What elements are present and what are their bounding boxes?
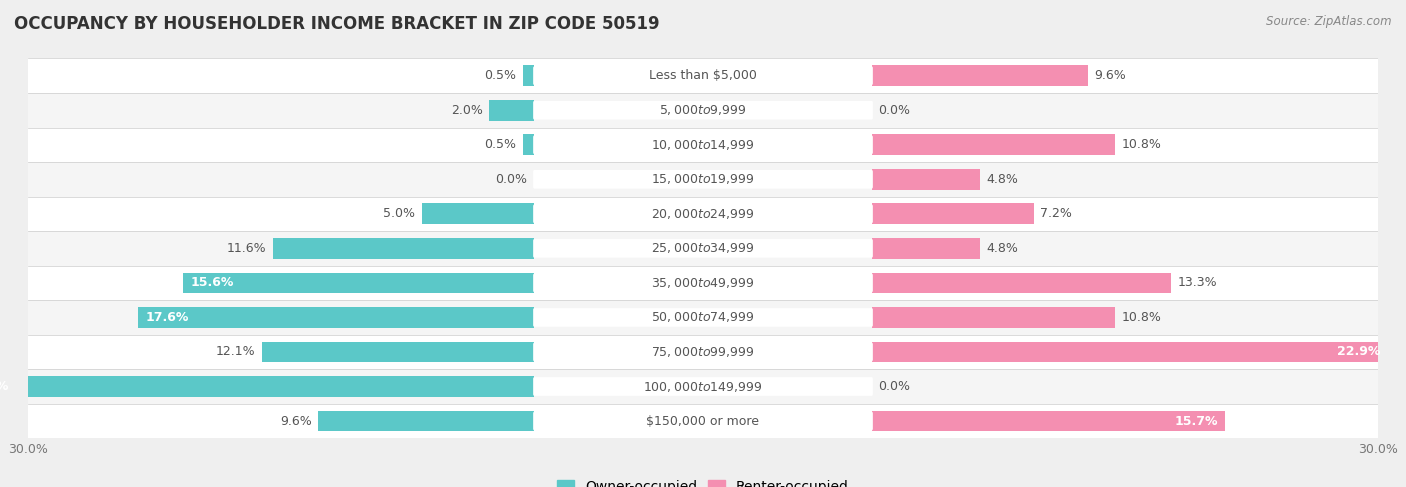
- Bar: [28, 128, 1378, 162]
- Bar: [28, 335, 1378, 369]
- Bar: [273, 238, 534, 259]
- Text: OCCUPANCY BY HOUSEHOLDER INCOME BRACKET IN ZIP CODE 50519: OCCUPANCY BY HOUSEHOLDER INCOME BRACKET …: [14, 15, 659, 33]
- Text: $35,000 to $49,999: $35,000 to $49,999: [651, 276, 755, 290]
- Text: 0.0%: 0.0%: [495, 173, 527, 186]
- Bar: [183, 273, 534, 293]
- Text: $20,000 to $24,999: $20,000 to $24,999: [651, 207, 755, 221]
- Bar: [872, 134, 1115, 155]
- FancyBboxPatch shape: [533, 343, 873, 361]
- Bar: [28, 369, 1378, 404]
- FancyBboxPatch shape: [533, 308, 873, 327]
- Bar: [28, 93, 1378, 128]
- Bar: [872, 273, 1171, 293]
- Bar: [138, 307, 534, 328]
- Bar: [28, 300, 1378, 335]
- Text: 0.0%: 0.0%: [879, 380, 911, 393]
- FancyBboxPatch shape: [533, 170, 873, 188]
- Bar: [872, 169, 980, 189]
- Bar: [28, 58, 1378, 93]
- Text: 10.8%: 10.8%: [1122, 311, 1161, 324]
- Text: $75,000 to $99,999: $75,000 to $99,999: [651, 345, 755, 359]
- Bar: [872, 238, 980, 259]
- Bar: [872, 204, 1033, 224]
- Text: 0.0%: 0.0%: [879, 104, 911, 117]
- Text: 9.6%: 9.6%: [280, 414, 312, 428]
- Text: 7.2%: 7.2%: [1040, 207, 1073, 220]
- Bar: [872, 411, 1225, 431]
- Text: 0.5%: 0.5%: [484, 69, 516, 82]
- Text: 13.3%: 13.3%: [1178, 277, 1218, 289]
- Text: 22.9%: 22.9%: [1337, 345, 1381, 358]
- Text: $50,000 to $74,999: $50,000 to $74,999: [651, 310, 755, 324]
- Text: Source: ZipAtlas.com: Source: ZipAtlas.com: [1267, 15, 1392, 28]
- Bar: [0, 376, 534, 397]
- Bar: [28, 197, 1378, 231]
- FancyBboxPatch shape: [533, 274, 873, 292]
- Text: 25.6%: 25.6%: [0, 380, 8, 393]
- Text: 9.6%: 9.6%: [1094, 69, 1126, 82]
- Text: $100,000 to $149,999: $100,000 to $149,999: [644, 379, 762, 393]
- Text: 15.6%: 15.6%: [190, 277, 233, 289]
- FancyBboxPatch shape: [533, 377, 873, 396]
- Bar: [489, 100, 534, 121]
- Bar: [523, 134, 534, 155]
- FancyBboxPatch shape: [533, 135, 873, 154]
- Text: Less than $5,000: Less than $5,000: [650, 69, 756, 82]
- Text: 15.7%: 15.7%: [1174, 414, 1218, 428]
- Text: 0.5%: 0.5%: [484, 138, 516, 151]
- FancyBboxPatch shape: [533, 205, 873, 223]
- Bar: [422, 204, 534, 224]
- Text: 4.8%: 4.8%: [987, 242, 1018, 255]
- Bar: [872, 65, 1088, 86]
- FancyBboxPatch shape: [533, 66, 873, 85]
- Text: $10,000 to $14,999: $10,000 to $14,999: [651, 138, 755, 152]
- Bar: [872, 341, 1386, 362]
- Text: $15,000 to $19,999: $15,000 to $19,999: [651, 172, 755, 187]
- Text: 12.1%: 12.1%: [215, 345, 256, 358]
- Text: 2.0%: 2.0%: [451, 104, 482, 117]
- Bar: [872, 307, 1115, 328]
- Text: 11.6%: 11.6%: [226, 242, 267, 255]
- FancyBboxPatch shape: [533, 239, 873, 258]
- Legend: Owner-occupied, Renter-occupied: Owner-occupied, Renter-occupied: [551, 475, 855, 487]
- Bar: [28, 162, 1378, 197]
- Bar: [523, 65, 534, 86]
- Bar: [28, 231, 1378, 265]
- Text: 4.8%: 4.8%: [987, 173, 1018, 186]
- Text: 17.6%: 17.6%: [145, 311, 188, 324]
- FancyBboxPatch shape: [533, 412, 873, 431]
- Bar: [318, 411, 534, 431]
- Text: $25,000 to $34,999: $25,000 to $34,999: [651, 242, 755, 255]
- Text: 5.0%: 5.0%: [382, 207, 415, 220]
- Bar: [28, 404, 1378, 438]
- Text: 10.8%: 10.8%: [1122, 138, 1161, 151]
- Text: $5,000 to $9,999: $5,000 to $9,999: [659, 103, 747, 117]
- Text: $150,000 or more: $150,000 or more: [647, 414, 759, 428]
- Bar: [262, 341, 534, 362]
- Bar: [28, 265, 1378, 300]
- FancyBboxPatch shape: [533, 101, 873, 120]
